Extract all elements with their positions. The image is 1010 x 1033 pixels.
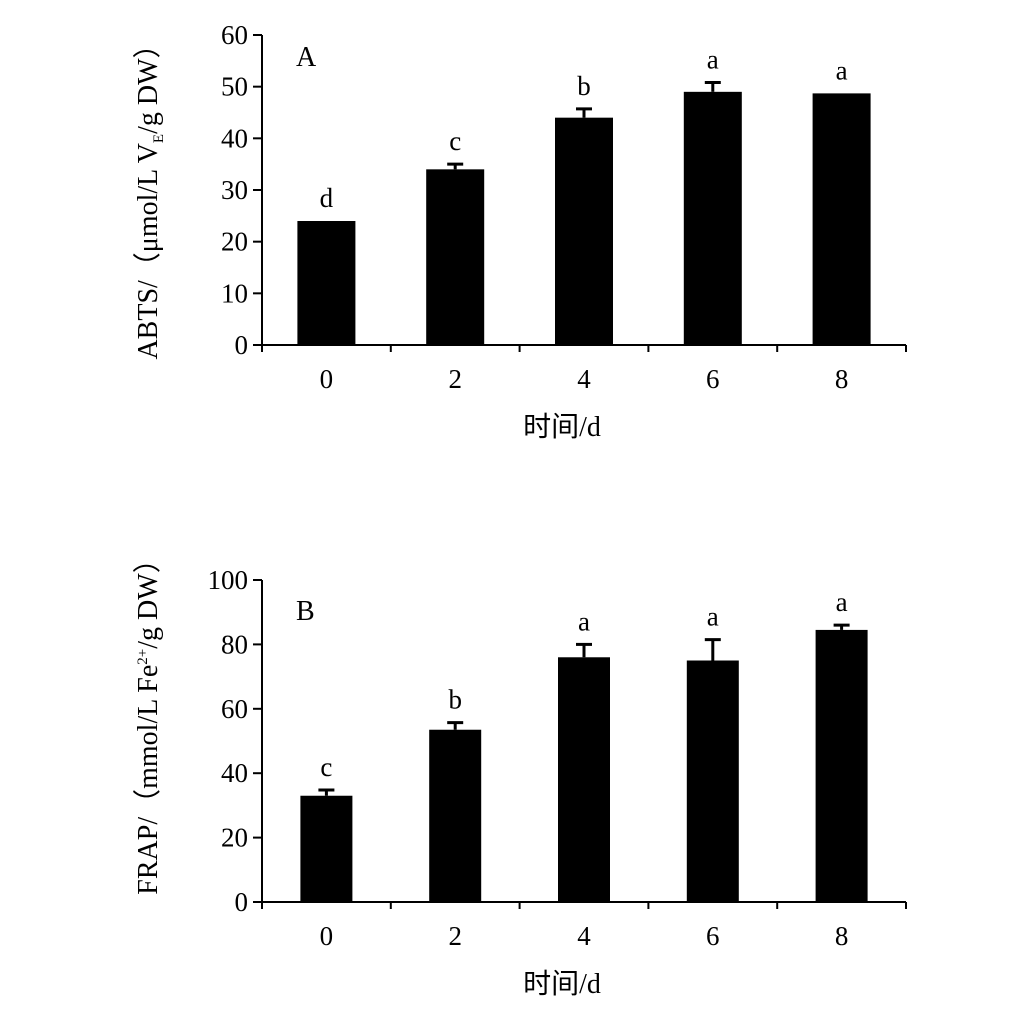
x-tick-label: 6 (706, 921, 720, 951)
x-tick-label: 8 (835, 921, 849, 951)
significance-label: b (577, 71, 591, 101)
panel-a-bars (297, 91, 871, 346)
x-tick-label: 6 (706, 364, 720, 394)
panel-a-x-tick-labels: 0 2 4 6 8 (320, 364, 849, 394)
panel-a-significance-labels: d c b a a (320, 45, 848, 213)
panel-a-y-tick-labels: 0 10 20 30 40 50 60 (221, 20, 248, 360)
panel-a-x-axis-label: 时间/d (523, 411, 601, 443)
panel-b-y-axis-label-main: FRAP/（mmol/L Fe (132, 665, 164, 895)
y-tick-label: 60 (221, 20, 248, 50)
panel-b-x-axis-label: 时间/d (523, 968, 601, 1000)
panel-a-error-bars (447, 81, 721, 170)
y-tick-label: 0 (235, 887, 249, 917)
x-tick-label: 4 (577, 364, 591, 394)
panel-b-chart: c b a a a 0 20 40 60 80 100 0 2 4 6 8 B FRAP/（mmol/L … (132, 545, 907, 1000)
y-tick-label: 10 (221, 278, 248, 308)
significance-label: a (836, 587, 848, 617)
panel-a-y-axis-label: ABTS/（μmol/L VE/g DW） (132, 30, 167, 359)
bar (686, 660, 739, 902)
significance-label: b (448, 685, 462, 715)
significance-label: c (449, 126, 461, 156)
panel-b-bars (300, 629, 868, 902)
panel-b-error-bars (318, 623, 850, 796)
panel-a-y-axis-label-tail: /g DW） (132, 30, 164, 133)
y-tick-label: 50 (221, 72, 248, 102)
y-tick-label: 40 (221, 123, 248, 153)
panel-b-y-tick-labels: 0 20 40 60 80 100 (208, 565, 249, 917)
bar (297, 221, 356, 345)
bar (426, 169, 485, 345)
panel-b-label: B (296, 596, 315, 627)
panel-a-y-axis-label-main: ABTS/（μmol/L V (132, 143, 164, 359)
significance-label: d (320, 183, 334, 213)
y-tick-label: 60 (221, 694, 248, 724)
panel-b-y-axis-label: FRAP/（mmol/L Fe2+/g DW） (132, 545, 164, 894)
significance-label: a (578, 606, 590, 636)
x-tick-label: 8 (835, 364, 849, 394)
bar (300, 795, 353, 902)
y-tick-label: 80 (221, 629, 248, 659)
bar (815, 629, 868, 902)
y-tick-label: 40 (221, 758, 248, 788)
panel-a-chart: d c b a a 0 10 20 30 40 50 60 0 2 4 6 8 A ABTS/（μmol/L… (132, 20, 907, 443)
panel-a-y-axis-label-sub: E (151, 134, 167, 143)
panel-b-y-axis-label-tail: /g DW） (132, 545, 164, 648)
y-tick-label: 100 (208, 565, 249, 595)
significance-label: c (320, 752, 332, 782)
bar (555, 117, 613, 346)
panel-b-y-axis-label-sup: 2+ (135, 649, 151, 665)
x-tick-label: 2 (448, 921, 462, 951)
x-tick-label: 4 (577, 921, 591, 951)
panel-b-axes (253, 579, 907, 909)
y-tick-label: 20 (221, 823, 248, 853)
y-tick-label: 20 (221, 227, 248, 257)
panel-b-x-tick-labels: 0 2 4 6 8 (320, 921, 849, 951)
significance-label: a (836, 55, 848, 85)
bar (683, 91, 742, 345)
y-tick-label: 0 (235, 330, 249, 360)
significance-label: a (707, 602, 719, 632)
x-tick-label: 2 (448, 364, 462, 394)
panel-a-axes (253, 34, 907, 352)
panel-b-significance-labels: c b a a a (320, 587, 847, 782)
bar (429, 729, 482, 902)
y-tick-label: 30 (221, 175, 248, 205)
significance-label: a (707, 45, 719, 75)
x-tick-label: 0 (320, 921, 334, 951)
bar (558, 657, 610, 902)
x-tick-label: 0 (320, 364, 334, 394)
bar (812, 93, 871, 345)
panel-a-label: A (296, 42, 317, 73)
